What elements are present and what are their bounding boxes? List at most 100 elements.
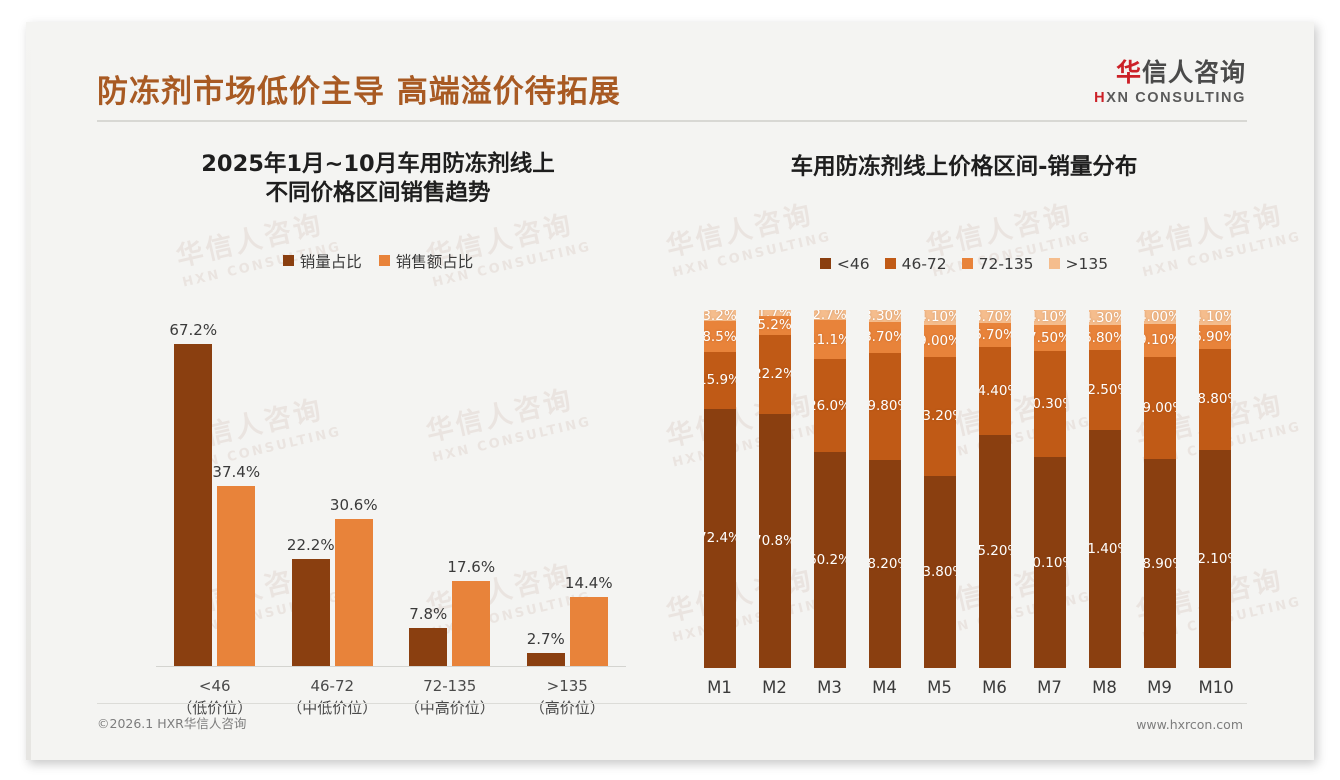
stack-segment-46-72: 28.80%	[1198, 348, 1231, 450]
category-label->135: >135 （高价位）	[509, 676, 627, 720]
stack-segment->135: 3.2%	[703, 310, 736, 324]
bar-rect	[526, 652, 565, 666]
bar-value-label: 2.7%	[526, 629, 565, 648]
stacked-plot-area: 3.2% 8.5% 15.9% 72.4% 1.7%5.2% 22.2% 70.8% 2.7%…	[692, 310, 1242, 668]
stack-segment->135: 4.10%	[1198, 310, 1231, 325]
bar-46-72-销售额占比[interactable]: 30.6%	[330, 496, 378, 666]
stacked-bar-M4[interactable]: 3.30% 8.70% 29.80% 58.20%	[868, 310, 901, 668]
month-label-M3: M3	[817, 678, 842, 697]
bar-<46-销量占比[interactable]: 67.2%	[169, 321, 217, 666]
legend-item-销量占比[interactable]: 销量占比	[282, 250, 362, 272]
stack-segment-label: 58.20%	[868, 555, 901, 572]
stack-segment-<46: 61.40%	[1088, 430, 1121, 668]
logo-chinese-name: 华信人咨询	[1094, 60, 1246, 85]
month-label-M5: M5	[927, 678, 952, 697]
bar-group-<46: 67.2% 37.4%	[156, 321, 274, 666]
stacked-bar-M6[interactable]: 3.70% 6.70% 24.40% 65.20%	[978, 310, 1011, 668]
stack-segment->135: 1.7%	[758, 310, 791, 321]
stack-segment-72-135: 6.90%	[1198, 324, 1231, 349]
stack-segment-label: 60.10%	[1033, 554, 1066, 571]
bar-72-135-销量占比[interactable]: 7.8%	[409, 605, 447, 666]
month-label-M8: M8	[1092, 678, 1117, 697]
stacked-bar-M10[interactable]: 4.10% 6.90% 28.80% 62.10%	[1198, 310, 1231, 668]
bar-value-label: 7.8%	[409, 605, 448, 624]
stack-segment-46-72: 29.00%	[1143, 356, 1176, 460]
category-sublabel: （高价位）	[529, 698, 605, 717]
legend-swatch-icon	[884, 258, 896, 270]
stack-segment->135: 3.70%	[978, 310, 1011, 325]
footer-divider	[97, 702, 1247, 704]
category-range: 72-135	[423, 677, 477, 695]
stack-segment-<46: 65.20%	[978, 434, 1011, 668]
bar-group->135: 2.7% 14.4%	[509, 321, 627, 666]
stack-segment-72-135: 9.10%	[1143, 324, 1176, 357]
legend-swatch-icon	[378, 255, 390, 267]
bar-46-72-销量占比[interactable]: 22.2%	[287, 536, 335, 666]
month-label-M2: M2	[762, 678, 787, 697]
bar-value-label: 37.4%	[212, 463, 261, 482]
bar->135-销售额占比[interactable]: 14.4%	[565, 574, 613, 666]
bar-<46-销售额占比[interactable]: 37.4%	[212, 463, 260, 666]
stack-segment-46-72: 15.9%	[703, 351, 736, 409]
stack-segment-label: 61.40%	[1088, 541, 1121, 558]
stacked-bar-M7[interactable]: 4.10% 7.50% 30.30% 60.10%	[1033, 310, 1066, 668]
bar-72-135-销售额占比[interactable]: 17.6%	[447, 558, 495, 666]
stacked-bar-M5[interactable]: 4.10% 9.00% 33.20% 53.80%	[923, 310, 956, 668]
legend-item-<46[interactable]: <46	[819, 255, 870, 273]
legend-swatch-icon	[961, 258, 973, 270]
left-chart-legend: 销量占比 销售额占比	[98, 250, 658, 272]
stack-segment-label: 60.2%	[814, 552, 846, 569]
stack-segment-46-72: 22.2%	[758, 334, 791, 415]
stack-segment-label: 58.90%	[1143, 555, 1176, 572]
legend-item->135[interactable]: >135	[1048, 255, 1108, 273]
category-range: 46-72	[310, 677, 355, 695]
stack-segment-72-135: 7.50%	[1033, 324, 1066, 351]
bar-rect	[569, 596, 608, 666]
stack-segment->135: 4.30%	[1088, 310, 1121, 326]
stack-segment-label: 6.70%	[979, 327, 1011, 344]
stack-segment-46-72: 22.50%	[1088, 349, 1121, 431]
stack-segment->135: 4.10%	[1033, 310, 1066, 325]
bar-value-label: 30.6%	[329, 495, 378, 514]
logo-hua-char: 华	[1115, 58, 1142, 87]
stack-segment-label: 24.40%	[978, 382, 1011, 399]
stack-segment-label: 11.1%	[814, 331, 846, 348]
footer-website[interactable]: www.hxrcon.com	[1136, 717, 1243, 732]
stacked-bar-M9[interactable]: 4.00% 9.10% 29.00% 58.90%	[1143, 310, 1176, 668]
stack-segment-label: 28.80%	[1198, 391, 1231, 408]
left-chart-panel: 2025年1月~10月车用防冻剂线上 不同价格区间销售趋势 销量占比 销售额占比 …	[98, 150, 658, 717]
bar->135-销量占比[interactable]: 2.7%	[526, 630, 565, 666]
bar-value-label: 17.6%	[447, 558, 496, 577]
stack-segment-<46: 62.10%	[1198, 449, 1231, 668]
legend-swatch-icon	[282, 255, 294, 267]
legend-item-销售额占比[interactable]: 销售额占比	[378, 250, 474, 272]
right-chart-panel: 车用防冻剂线上价格区间-销量分布 <46 46-72 72-135 >135 3.2%…	[674, 150, 1254, 710]
legend-label: 销售额占比	[395, 252, 474, 271]
stack-segment-72-135: 5.2%	[758, 316, 791, 335]
stack-segment->135: 4.00%	[1143, 310, 1176, 325]
grouped-plot-area: 67.2% 37.4% 22.2% 30.6% 7.8% 17.6% 2.7% 14.4%	[156, 321, 627, 667]
stacked-bar-M3[interactable]: 2.7% 11.1% 26.0% 60.2%	[813, 310, 846, 668]
stack-segment-label: 8.70%	[869, 329, 901, 346]
legend-label: 销量占比	[299, 252, 362, 271]
stacked-bar-M1[interactable]: 3.2% 8.5% 15.9% 72.4%	[703, 310, 736, 668]
legend-item-46-72[interactable]: 46-72	[884, 255, 947, 273]
month-label-M4: M4	[872, 678, 897, 697]
stack-segment-<46: 60.2%	[813, 452, 846, 668]
stack-segment-label: 4.10%	[924, 310, 956, 326]
stack-segment-label: 53.80%	[923, 563, 956, 580]
slide-header: 防冻剂市场低价主导 高端溢价待拓展	[26, 22, 1314, 122]
month-label-M10: M10	[1198, 678, 1234, 697]
stack-segment-label: 22.50%	[1088, 382, 1121, 398]
stacked-bar-M8[interactable]: 4.30% 6.80% 22.50% 61.40%	[1088, 310, 1121, 668]
stack-segment-label: 26.0%	[814, 397, 846, 414]
stacked-bar-M2[interactable]: 1.7%5.2% 22.2% 70.8%	[758, 310, 791, 668]
bar-group-46-72: 22.2% 30.6%	[274, 321, 392, 666]
slide-canvas: 防冻剂市场低价主导 高端溢价待拓展 华信人咨询 HXN CONSULTING 华…	[26, 22, 1314, 760]
legend-item-72-135[interactable]: 72-135	[961, 255, 1034, 273]
stack-segment-label: 62.10%	[1198, 550, 1231, 567]
stack-segment-label: 1.7%	[759, 310, 791, 321]
stack-segment-72-135: 6.80%	[1088, 325, 1121, 350]
stack-segment->135: 3.30%	[868, 310, 901, 324]
stack-segment-label: 3.30%	[869, 310, 901, 324]
